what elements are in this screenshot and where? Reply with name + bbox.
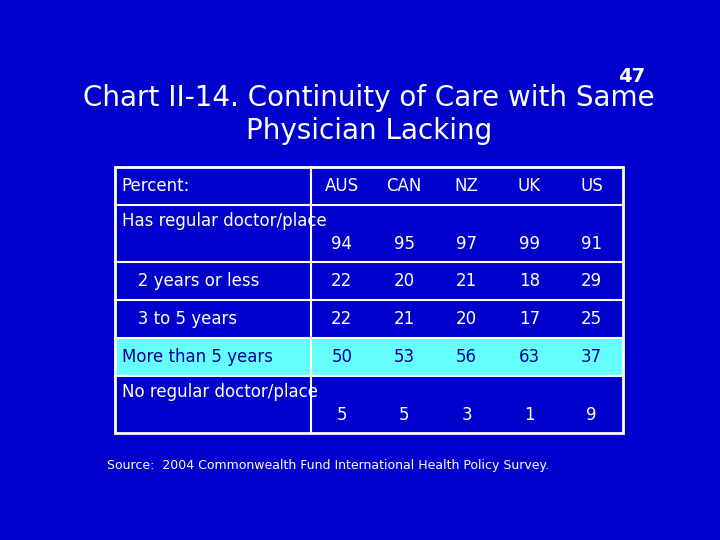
Text: Has regular doctor/place: Has regular doctor/place [122,212,327,230]
Text: 47: 47 [618,67,645,86]
Text: NZ: NZ [455,177,479,195]
Text: 1: 1 [524,406,534,424]
Text: Percent:: Percent: [122,177,190,195]
Text: 97: 97 [456,234,477,253]
Text: US: US [580,177,603,195]
Text: 20: 20 [456,310,477,328]
Text: 37: 37 [581,348,602,366]
Text: 20: 20 [394,272,415,290]
Text: Source:  2004 Commonwealth Fund International Health Policy Survey.: Source: 2004 Commonwealth Fund Internati… [107,460,549,472]
Text: 25: 25 [581,310,602,328]
Text: No regular doctor/place: No regular doctor/place [122,383,318,401]
Text: 29: 29 [581,272,602,290]
Text: UK: UK [518,177,541,195]
Text: 18: 18 [518,272,540,290]
Text: 17: 17 [518,310,540,328]
Text: 21: 21 [394,310,415,328]
Text: 94: 94 [331,234,352,253]
Text: 95: 95 [394,234,415,253]
Text: 50: 50 [331,348,352,366]
Text: 22: 22 [331,272,353,290]
Text: 91: 91 [581,234,602,253]
Text: 3 to 5 years: 3 to 5 years [122,310,237,328]
Text: 5: 5 [399,406,410,424]
Text: AUS: AUS [325,177,359,195]
Text: 5: 5 [336,406,347,424]
Text: CAN: CAN [387,177,422,195]
Text: More than 5 years: More than 5 years [122,348,273,366]
Text: Chart II-14. Continuity of Care with Same
Physician Lacking: Chart II-14. Continuity of Care with Sam… [84,84,654,145]
Text: 56: 56 [456,348,477,366]
Text: 63: 63 [518,348,540,366]
Text: 2 years or less: 2 years or less [122,272,259,290]
Text: 9: 9 [586,406,597,424]
Text: 99: 99 [518,234,540,253]
Text: 21: 21 [456,272,477,290]
Text: 22: 22 [331,310,353,328]
Text: 3: 3 [462,406,472,424]
Bar [115,338,623,376]
Text: 53: 53 [394,348,415,366]
